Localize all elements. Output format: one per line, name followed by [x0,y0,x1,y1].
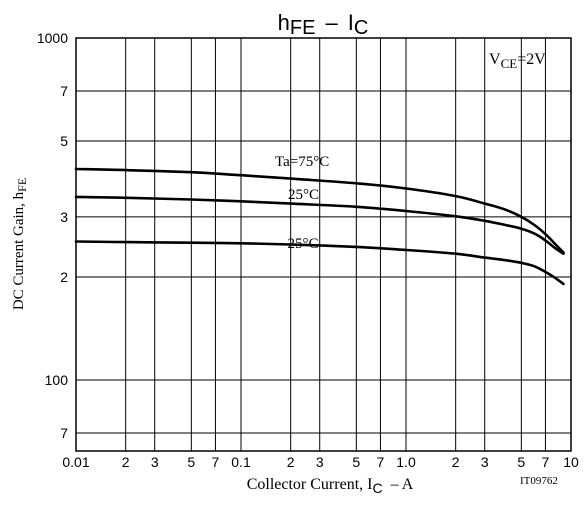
x-tick-label: 0.01 [62,454,89,470]
x-axis-label-unit: – A [390,476,414,493]
x-axis-label-main: Collector Current, I [247,476,373,493]
x-axis-label: Collector Current, IC – A [247,476,414,496]
chart-title: hFE – IC [278,10,369,39]
x-tick-label: 7 [542,454,550,470]
x-tick-label: 7 [212,454,220,470]
title-second-sub: C [354,17,368,39]
condition-main: V [489,51,501,68]
x-tick-label: 2 [122,454,130,470]
y-axis-label-main: DC Current Gain, h [11,191,27,310]
part-code-label: IT09762 [520,475,558,487]
series-label-minus-25: –25°C [279,236,319,252]
x-tick-label: 2 [452,454,460,470]
title-separator: – [325,10,338,35]
condition-value: =2V [517,51,546,68]
y-tick-label: 100 [45,372,69,388]
x-tick-label: 3 [481,454,489,470]
x-tick-label: 3 [151,454,159,470]
condition-sub: CE [501,56,518,71]
series-label-25: 25°C [288,187,319,203]
series-label-ta-75: Ta=75°C [275,154,329,170]
x-tick-label: 5 [187,454,195,470]
x-tick-label: 0.1 [231,454,251,470]
x-axis-label-sub: C [372,480,382,496]
y-tick-label: 3 [60,209,68,225]
y-tick-label: 1000 [37,30,68,46]
condition-label: VCE=2V [489,51,546,71]
y-axis-label-sub: FE [15,178,29,192]
x-tick-label: 10 [563,454,579,470]
x-tick-label: 5 [517,454,525,470]
y-tick-label: 7 [60,83,68,99]
y-tick-label: 5 [60,133,68,149]
x-tick-label: 7 [377,454,385,470]
title-main-sub: FE [290,17,316,39]
x-tick-label: 5 [352,454,360,470]
title-main: h [278,10,290,35]
y-tick-label: 2 [60,269,68,285]
x-tick-label: 2 [287,454,295,470]
y-axis-label: DC Current Gain, hFE [11,178,29,310]
y-tick-label: 7 [60,425,68,441]
x-tick-label: 1.0 [396,454,416,470]
x-tick-label: 3 [316,454,324,470]
